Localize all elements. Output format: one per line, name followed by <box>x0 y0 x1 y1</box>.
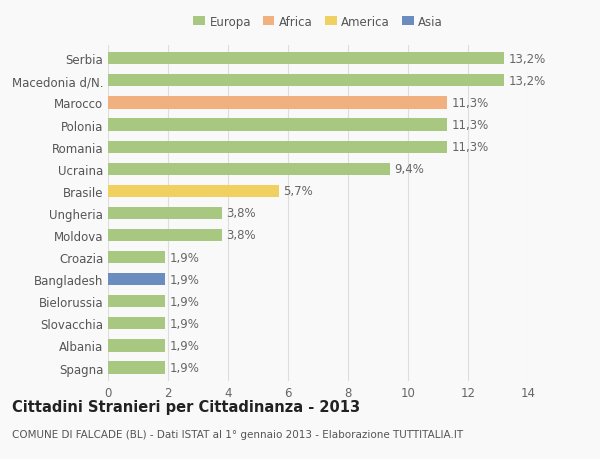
Text: Cittadini Stranieri per Cittadinanza - 2013: Cittadini Stranieri per Cittadinanza - 2… <box>12 399 360 414</box>
Text: 13,2%: 13,2% <box>508 53 546 66</box>
Text: 1,9%: 1,9% <box>169 273 199 286</box>
Bar <box>108 318 165 330</box>
Bar <box>108 252 165 263</box>
Bar <box>108 75 504 87</box>
Bar <box>108 296 165 308</box>
Text: 1,9%: 1,9% <box>169 317 199 330</box>
Text: 1,9%: 1,9% <box>169 295 199 308</box>
Text: 1,9%: 1,9% <box>169 339 199 352</box>
Text: 3,8%: 3,8% <box>226 207 256 220</box>
Text: 11,3%: 11,3% <box>451 97 489 110</box>
Text: 5,7%: 5,7% <box>283 185 313 198</box>
Text: 1,9%: 1,9% <box>169 251 199 264</box>
Bar <box>108 53 504 65</box>
Text: 9,4%: 9,4% <box>395 163 424 176</box>
Text: 13,2%: 13,2% <box>508 75 546 88</box>
Text: 11,3%: 11,3% <box>451 141 489 154</box>
Bar <box>108 97 447 109</box>
Bar <box>108 119 447 131</box>
Text: 3,8%: 3,8% <box>226 229 256 242</box>
Bar <box>108 274 165 285</box>
Bar <box>108 340 165 352</box>
Bar <box>108 362 165 374</box>
Legend: Europa, Africa, America, Asia: Europa, Africa, America, Asia <box>188 11 448 34</box>
Text: 1,9%: 1,9% <box>169 361 199 374</box>
Bar <box>108 185 279 197</box>
Bar <box>108 163 390 175</box>
Text: 11,3%: 11,3% <box>451 119 489 132</box>
Bar <box>108 141 447 153</box>
Text: COMUNE DI FALCADE (BL) - Dati ISTAT al 1° gennaio 2013 - Elaborazione TUTTITALIA: COMUNE DI FALCADE (BL) - Dati ISTAT al 1… <box>12 429 463 439</box>
Bar <box>108 230 222 241</box>
Bar <box>108 207 222 219</box>
